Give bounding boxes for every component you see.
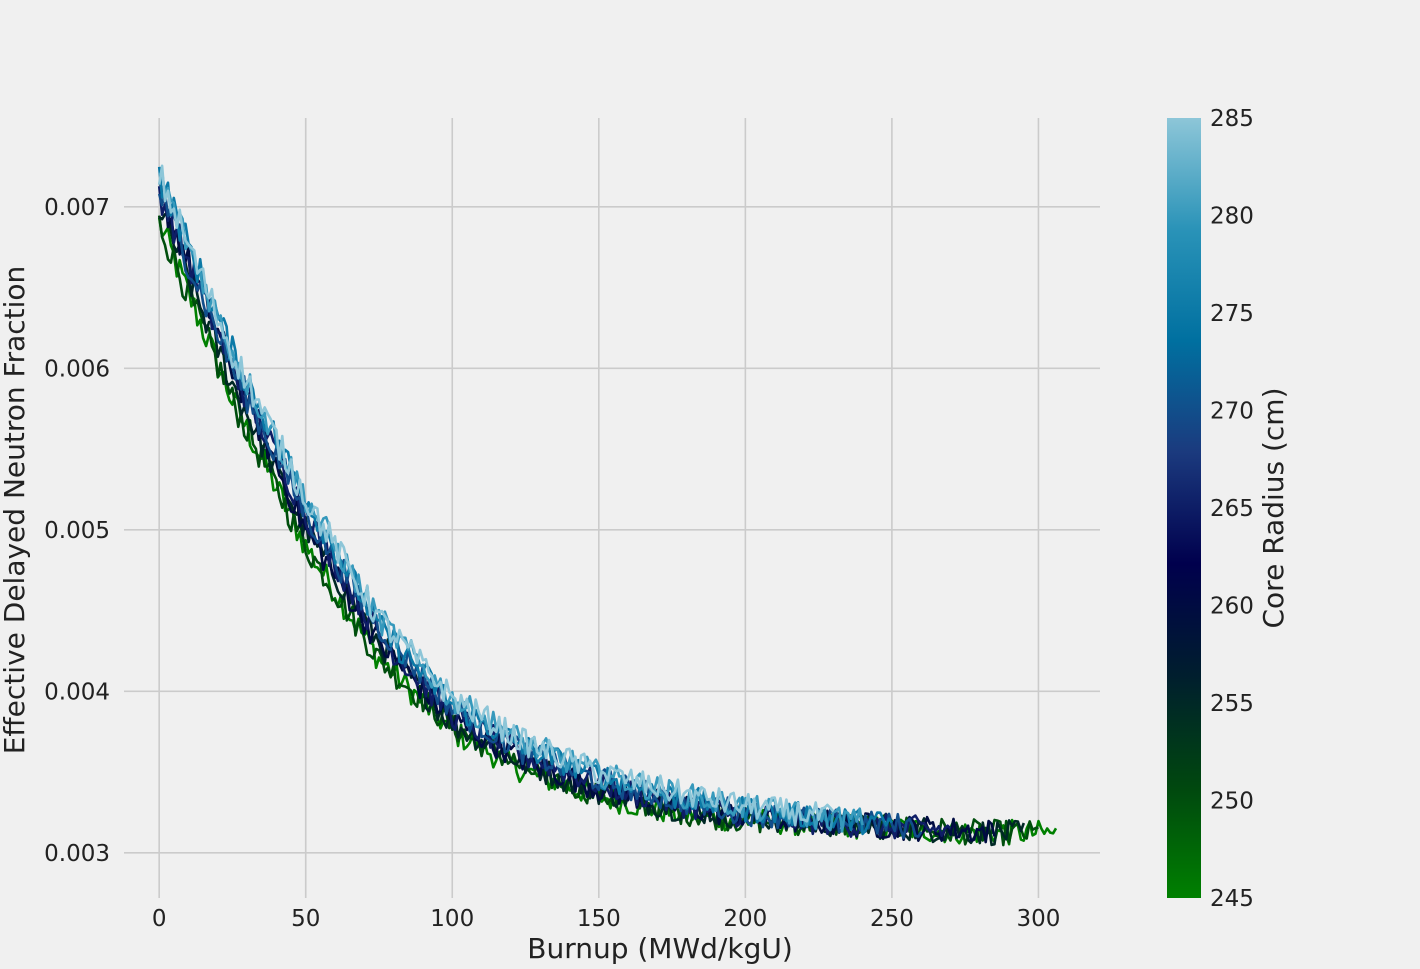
x-tick-label: 150: [577, 906, 621, 932]
series-line-radius-265: [157, 186, 952, 840]
colorbar-tick-label: 265: [1210, 496, 1254, 522]
colorbar-tick-label: 280: [1210, 204, 1254, 230]
x-axis-label: Burnup (MWd/kgU): [527, 932, 793, 965]
x-tick-label: 50: [291, 906, 320, 932]
x-tick-labels: 0 50 100 150 200 250 300: [152, 906, 1061, 932]
colorbar-tick-label: 245: [1210, 886, 1254, 912]
series-line-radius-285: [157, 164, 835, 827]
series-line-radius-270: [157, 191, 923, 840]
colorbar-tick-label: 260: [1210, 594, 1254, 620]
colorbar-tick-label: 270: [1210, 399, 1254, 425]
x-tick-label: 0: [152, 906, 167, 932]
x-tick-label: 300: [1016, 906, 1060, 932]
x-tick-label: 100: [430, 906, 474, 932]
colorbar-tick-labels: 245 250 255 260 265 270 275 280 285: [1210, 106, 1254, 912]
colorbar-tick-label: 255: [1210, 691, 1254, 717]
colorbar-tick-label: 285: [1210, 106, 1254, 132]
y-tick-labels: 0.003 0.004 0.005 0.006 0.007: [44, 195, 110, 867]
series-lines: [157, 164, 1058, 847]
series-line-radius-280: [158, 170, 864, 833]
colorbar-label: Core Radius (cm): [1257, 387, 1290, 628]
grid: [124, 118, 1100, 898]
y-axis-label: Effective Delayed Neutron Fraction: [0, 266, 31, 755]
y-tick-label: 0.005: [44, 518, 110, 544]
y-tick-label: 0.006: [44, 356, 110, 382]
series-line-radius-260: [158, 181, 996, 844]
y-tick-label: 0.007: [44, 195, 110, 221]
series-line-radius-245: [157, 217, 1058, 846]
y-tick-label: 0.004: [44, 679, 110, 705]
colorbar-tick-label: 275: [1210, 301, 1254, 327]
colorbar-tick-label: 250: [1210, 789, 1254, 815]
y-tick-label: 0.003: [44, 841, 110, 867]
colorbar: [1167, 118, 1201, 898]
x-tick-label: 250: [870, 906, 914, 932]
x-tick-label: 200: [723, 906, 767, 932]
